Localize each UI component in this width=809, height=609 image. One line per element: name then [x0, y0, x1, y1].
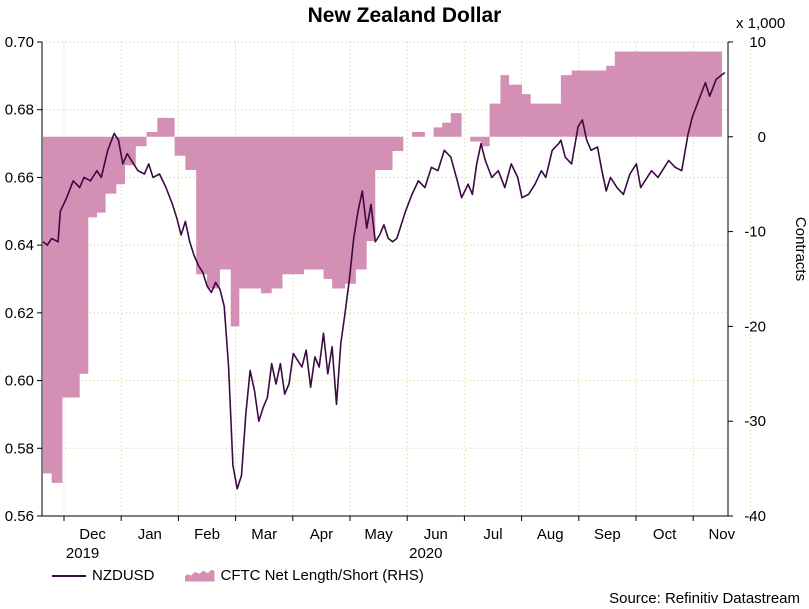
- right-tick-label: 10: [749, 34, 766, 51]
- axes: [41, 42, 729, 517]
- right-axis-ticks: -40 -30 -20 -10 0 10 x 1,000 Contracts: [728, 15, 809, 525]
- left-tick-label: 0.60: [5, 373, 34, 390]
- cftc-area-layer: [43, 51, 722, 483]
- left-tick-label: 0.58: [5, 440, 34, 457]
- source-note: Source: Refinitiv Datastream: [609, 590, 800, 607]
- right-tick-label: 0: [758, 129, 766, 146]
- x-tick-label: Dec: [79, 526, 106, 543]
- left-tick-label: 0.56: [5, 508, 34, 525]
- legend-swatch-area: [184, 569, 215, 582]
- chart-title: New Zealand Dollar: [307, 4, 502, 27]
- x-tick-label: Apr: [310, 526, 333, 543]
- x-year-label: 2019: [66, 545, 99, 562]
- left-tick-label: 0.62: [5, 305, 34, 322]
- x-tick-label: Feb: [194, 526, 220, 543]
- right-tick-label: -10: [744, 224, 766, 241]
- x-tick-label: Oct: [653, 526, 677, 543]
- x-year-label: 2020: [409, 545, 442, 562]
- left-tick-label: 0.70: [5, 34, 34, 51]
- x-tick-label: Mar: [251, 526, 277, 543]
- legend-item-cftc: CFTC Net Length/Short (RHS): [184, 567, 424, 584]
- x-tick-label: May: [364, 526, 393, 543]
- right-tick-label: -40: [744, 508, 766, 525]
- x-tick-label: Jun: [424, 526, 448, 543]
- right-axis-multiplier: x 1,000: [736, 15, 785, 32]
- left-axis-ticks: 0.56 0.58 0.60 0.62 0.64 0.66 0.68 0.70: [5, 34, 42, 525]
- left-tick-label: 0.66: [5, 169, 34, 186]
- nzdusd-line-layer: [42, 71, 726, 490]
- right-axis-label: Contracts: [792, 217, 809, 281]
- cftc-area: [43, 51, 722, 483]
- nzdusd-line: [42, 71, 726, 490]
- left-tick-label: 0.64: [5, 237, 34, 254]
- legend-label-nzdusd: NZDUSD: [92, 567, 155, 584]
- legend-item-nzdusd: NZDUSD: [52, 567, 155, 584]
- legend-swatch-line: [52, 574, 86, 577]
- x-tick-label: Jan: [138, 526, 162, 543]
- x-axis-ticks: Dec Jan Feb Mar Apr May Jun Jul Aug Sep Oct Nov 2019…: [63, 516, 751, 562]
- legend-label-cftc: CFTC Net Length/Short (RHS): [220, 567, 424, 584]
- x-tick-label: Sep: [594, 526, 621, 543]
- x-tick-label: Aug: [537, 526, 564, 543]
- left-tick-label: 0.68: [5, 102, 34, 119]
- x-tick-label: Nov: [708, 526, 735, 543]
- legend: NZDUSD CFTC Net Length/Short (RHS): [52, 567, 454, 584]
- right-tick-label: -30: [744, 413, 766, 430]
- right-tick-label: -20: [744, 318, 766, 335]
- x-tick-label: Jul: [483, 526, 502, 543]
